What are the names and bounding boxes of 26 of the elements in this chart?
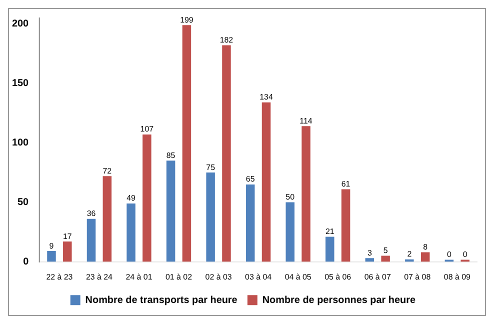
bar: [286, 202, 294, 262]
y-tick-label: 50: [18, 197, 30, 208]
bar: [102, 176, 112, 262]
bar: [126, 203, 136, 262]
bar: [206, 172, 215, 262]
bar: [326, 236, 334, 262]
bar: [341, 189, 350, 262]
bar: [365, 258, 374, 262]
bar: [47, 251, 56, 262]
y-tick-label: 0: [23, 256, 30, 268]
y-tick-label: 100: [12, 138, 30, 149]
bar: [262, 102, 271, 262]
bar: [420, 252, 430, 262]
y-tick-label: 200: [12, 18, 30, 30]
bar: [381, 256, 390, 262]
bar: [182, 25, 192, 262]
bar: [86, 218, 96, 262]
bar: [222, 45, 231, 262]
bar: [246, 184, 255, 262]
bar: [166, 160, 176, 262]
legend-label: Nombre de transports par heure: [85, 294, 238, 306]
bar: [302, 126, 310, 262]
y-tick-label: 150: [12, 78, 30, 90]
bar: [63, 242, 72, 262]
bar: [142, 134, 152, 262]
legend-label: Nombre de personnes par heure: [262, 294, 416, 306]
